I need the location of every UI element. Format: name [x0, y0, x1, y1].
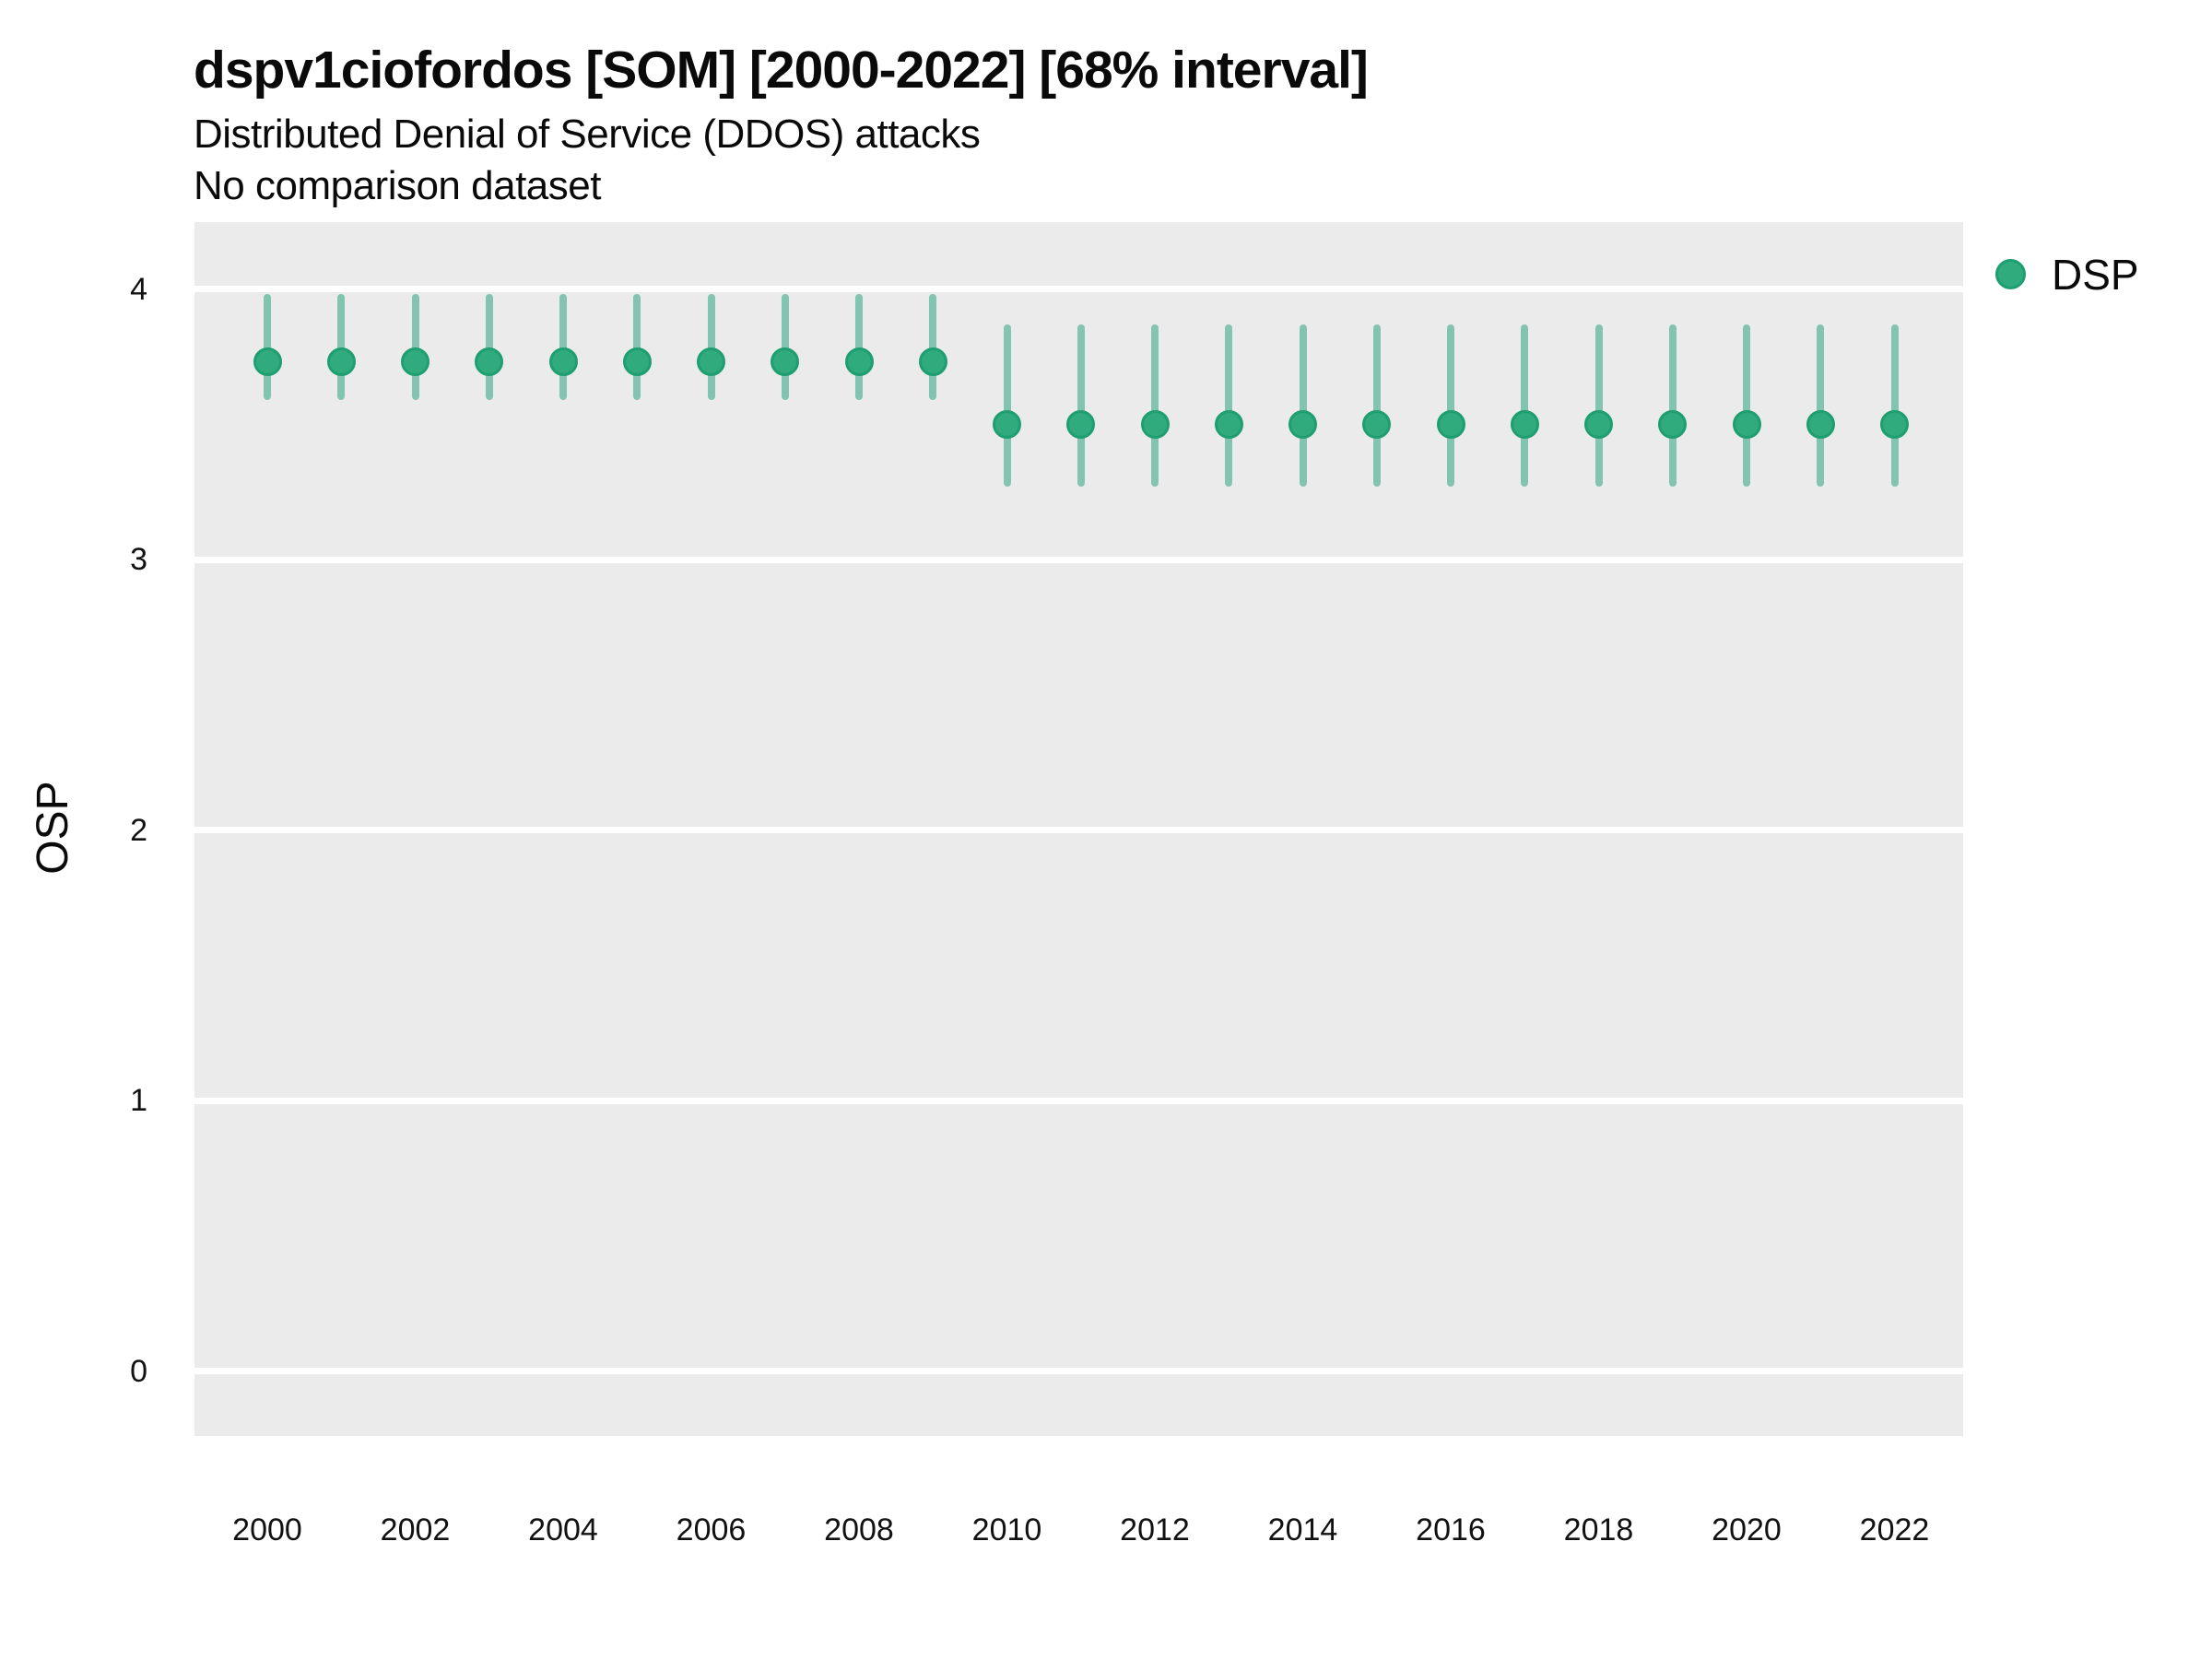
data-point-2013: [1214, 409, 1243, 439]
x-tick-label-2008: 2008: [824, 1512, 894, 1547]
gridline-y-1: [194, 1097, 1963, 1104]
x-tick-label-2020: 2020: [1712, 1512, 1782, 1547]
interval-bar-2008: [855, 294, 863, 400]
y-tick-label-3: 3: [130, 542, 147, 577]
data-point-2009: [918, 347, 947, 377]
interval-bar-2007: [781, 294, 789, 400]
interval-bar-2017: [1521, 324, 1529, 487]
data-point-2002: [401, 347, 429, 377]
x-tick-label-2004: 2004: [528, 1512, 598, 1547]
data-point-2010: [993, 409, 1021, 439]
x-tick-label-2002: 2002: [380, 1512, 451, 1547]
x-tick-label-2012: 2012: [1120, 1512, 1190, 1547]
interval-bar-2000: [264, 294, 271, 400]
plot-panel: [194, 222, 1963, 1436]
interval-bar-2004: [559, 294, 567, 400]
y-tick-label-0: 0: [130, 1353, 147, 1389]
interval-bar-2019: [1668, 324, 1677, 487]
interval-bar-2002: [411, 294, 419, 400]
data-point-2004: [548, 347, 578, 377]
data-point-2014: [1288, 409, 1317, 439]
interval-bar-2015: [1372, 324, 1381, 487]
x-tick-label-2018: 2018: [1563, 1512, 1634, 1547]
data-point-2017: [1510, 409, 1539, 439]
y-tick-label-4: 4: [130, 271, 147, 307]
gridline-y-3: [194, 556, 1963, 563]
data-point-2015: [1362, 409, 1392, 439]
interval-bar-2003: [485, 294, 493, 400]
interval-bar-2016: [1447, 324, 1454, 487]
data-point-2016: [1436, 409, 1465, 439]
data-point-2019: [1658, 409, 1688, 439]
interval-bar-2014: [1299, 324, 1307, 487]
interval-bar-2022: [1890, 324, 1899, 487]
interval-bar-2013: [1225, 324, 1233, 487]
x-tick-label-2014: 2014: [1267, 1512, 1338, 1547]
data-point-2018: [1584, 409, 1613, 439]
y-tick-label-1: 1: [130, 1083, 147, 1118]
x-tick-label-2016: 2016: [1416, 1512, 1486, 1547]
y-tick-label-2: 2: [130, 812, 147, 848]
interval-bar-2021: [1817, 324, 1825, 487]
interval-bar-2006: [707, 294, 715, 400]
data-point-2020: [1732, 409, 1761, 439]
data-point-2001: [326, 347, 356, 377]
interval-bar-2011: [1077, 324, 1085, 487]
data-point-2008: [844, 347, 874, 377]
chart-subtitle: Distributed Denial of Service (DDOS) att…: [194, 112, 981, 157]
x-tick-label-2000: 2000: [232, 1512, 302, 1547]
x-tick-label-2006: 2006: [676, 1512, 747, 1547]
interval-bar-2005: [633, 294, 641, 400]
interval-bar-2018: [1594, 324, 1603, 487]
interval-bar-2009: [929, 294, 937, 400]
x-tick-label-2022: 2022: [1859, 1512, 1930, 1547]
x-tick-label-2010: 2010: [971, 1512, 1042, 1547]
data-point-2011: [1066, 409, 1096, 439]
chart-title: dspv1ciofordos [SOM] [2000-2022] [68% in…: [194, 41, 1369, 100]
legend-dot-dsp: [1995, 259, 2026, 289]
interval-bar-2012: [1151, 324, 1159, 487]
comparison-note: No comparison dataset: [194, 163, 601, 208]
data-point-2000: [253, 347, 282, 377]
interval-bar-2010: [1003, 324, 1011, 487]
data-point-2003: [475, 347, 504, 377]
data-point-2006: [697, 347, 725, 377]
gridline-y-2: [194, 827, 1963, 833]
data-point-2021: [1806, 409, 1835, 439]
legend-label-dsp: DSP: [2052, 251, 2139, 299]
data-point-2012: [1140, 409, 1170, 439]
data-point-2005: [622, 347, 652, 377]
gridline-y-0: [194, 1368, 1963, 1374]
data-point-2022: [1880, 409, 1909, 439]
gridline-y-4: [194, 286, 1963, 292]
interval-bar-2020: [1743, 324, 1750, 487]
data-point-2007: [771, 347, 800, 377]
interval-bar-2001: [337, 294, 346, 400]
